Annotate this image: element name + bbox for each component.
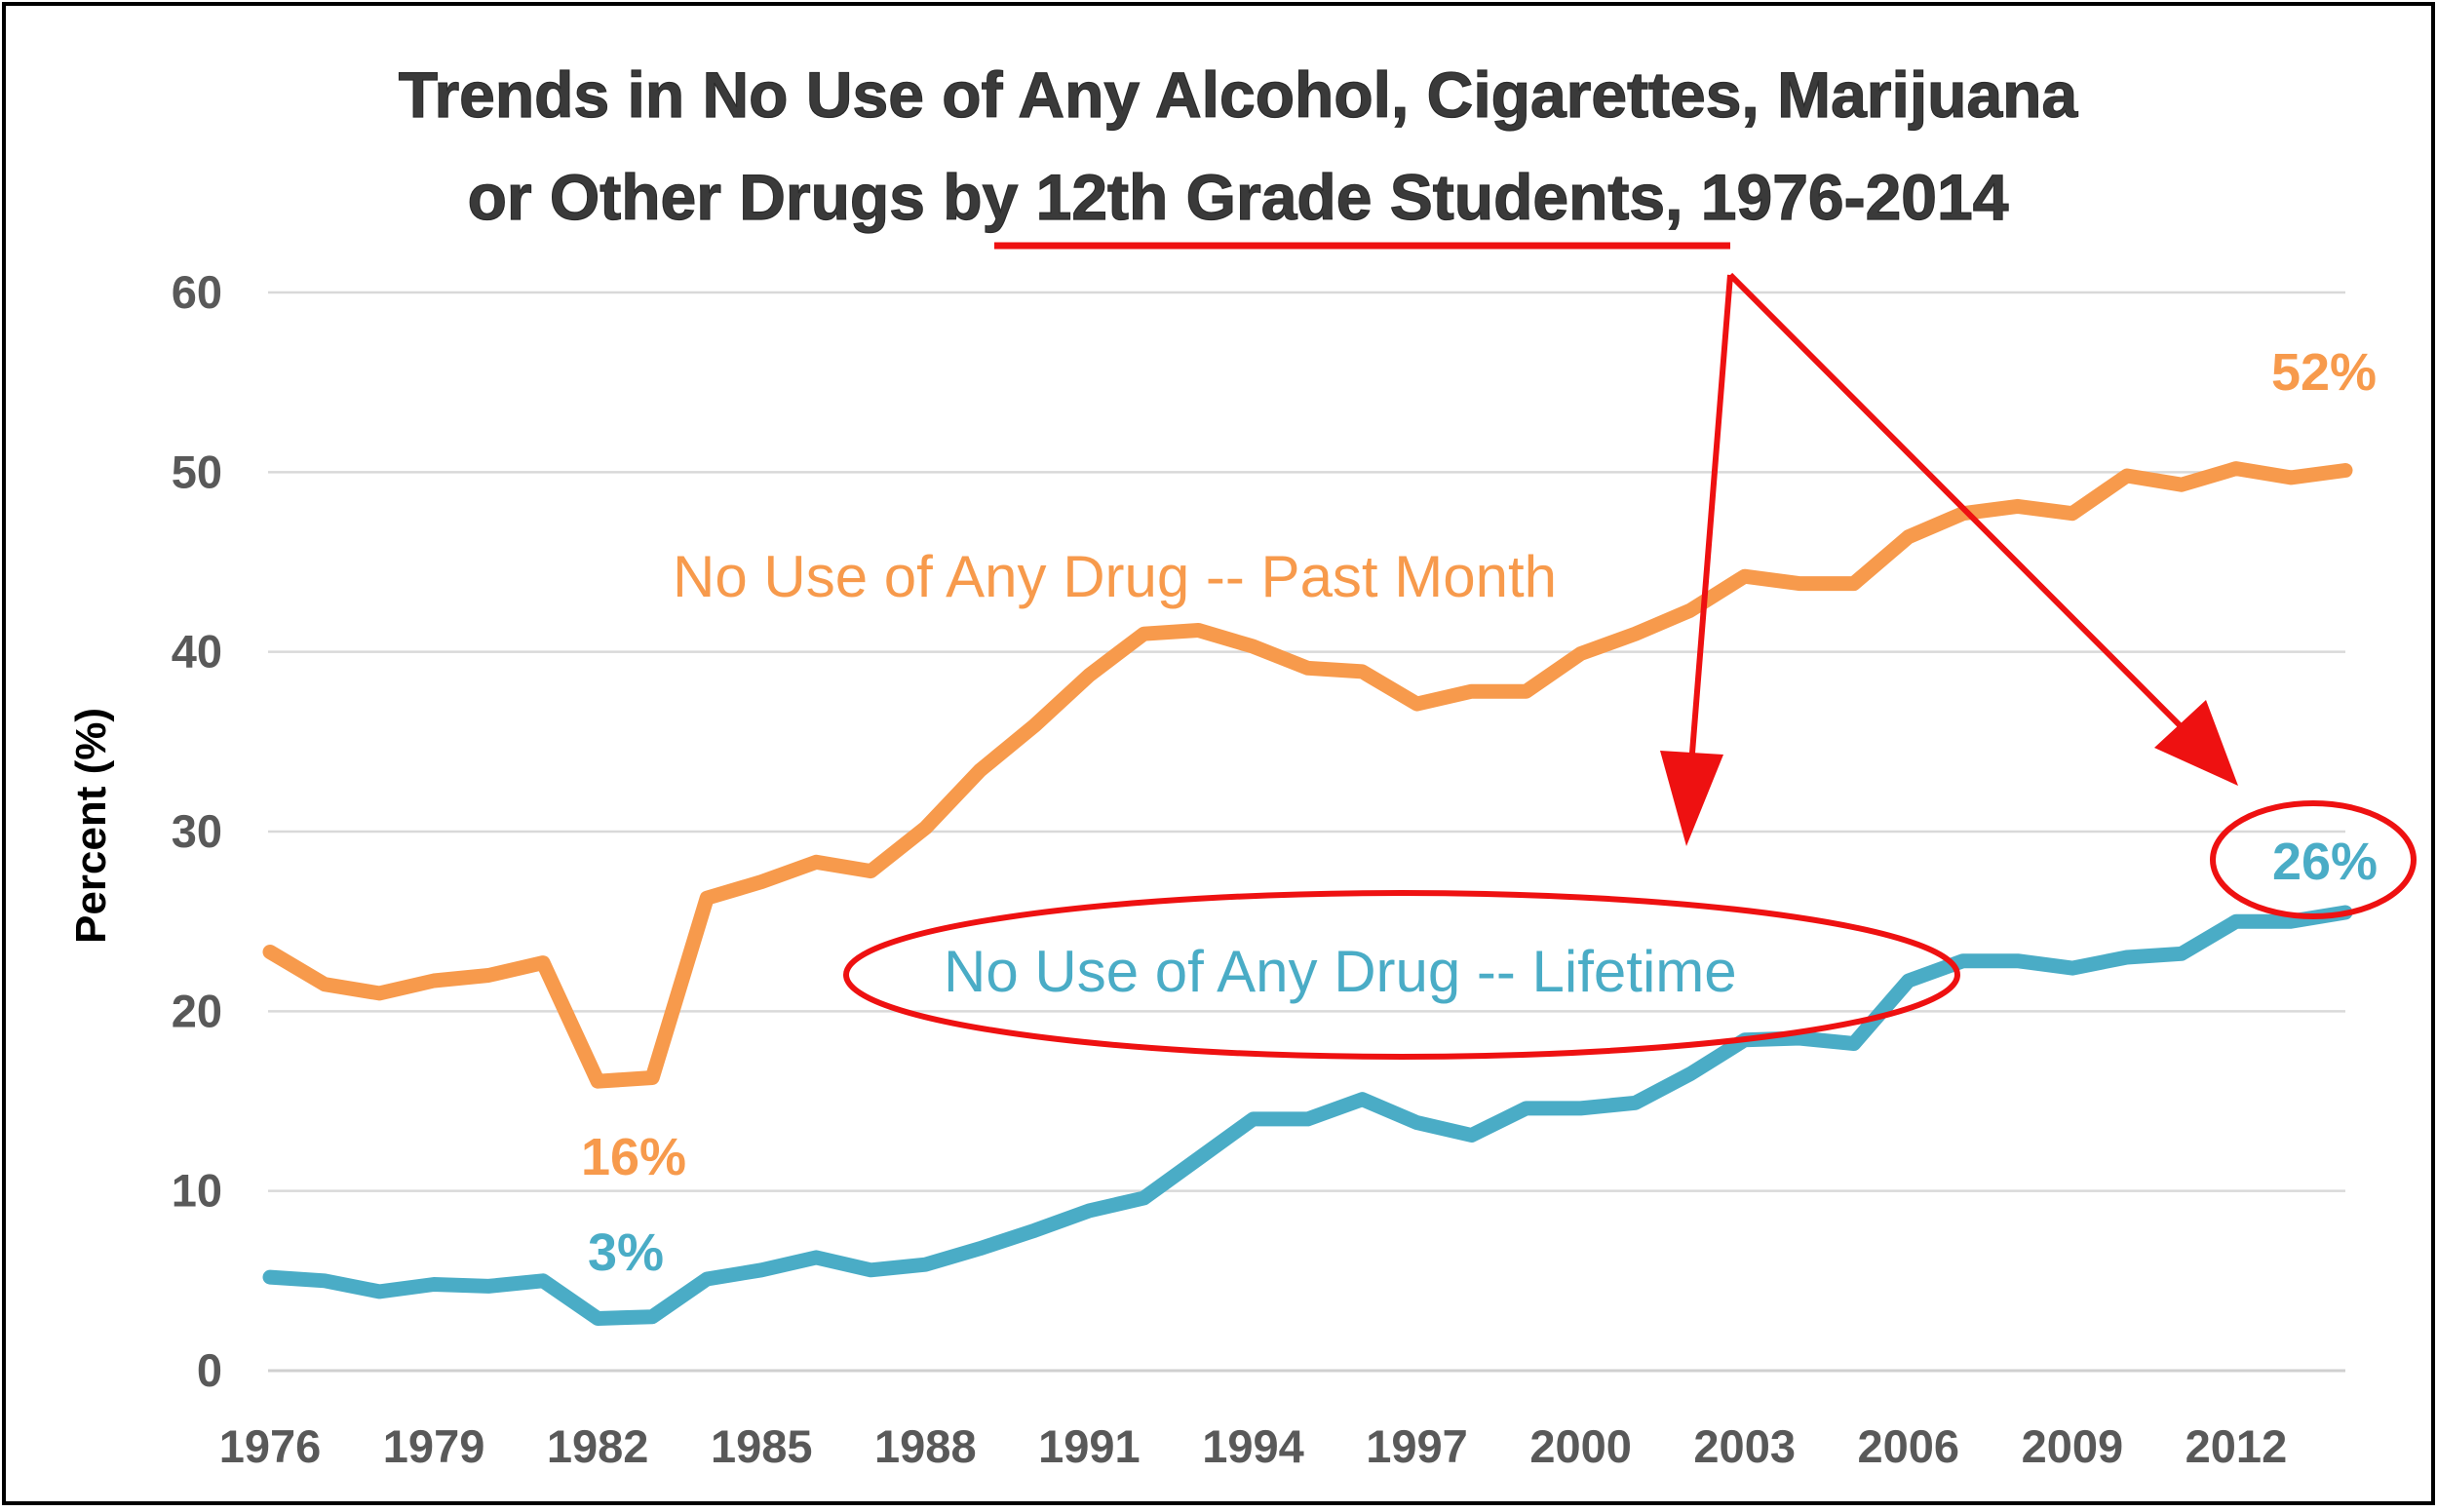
series-label-past-month: No Use of Any Drug -- Past Month: [673, 544, 1557, 609]
x-tick-label: 1994: [1202, 1420, 1304, 1472]
data-label-16-percent: 16%: [581, 1128, 686, 1186]
data-label-26-percent: 26%: [2272, 833, 2378, 891]
series-label-lifetime: No Use of Any Drug -- Lifetime: [944, 939, 1737, 1004]
lifetime-label-circle: [843, 890, 1960, 1060]
title-prefix: or Other Drugs by: [468, 161, 1036, 233]
series-layer: [262, 461, 2353, 1326]
series-line-lifetime: [262, 905, 2353, 1326]
chart-title-line-2: or Other Drugs by 12th Grade Students, 1…: [468, 161, 2009, 233]
y-tick-label: 30: [172, 805, 222, 857]
y-tick-label: 20: [172, 985, 222, 1036]
y-tick-label: 60: [172, 266, 222, 318]
title-highlight: 12th Grade Students,: [1036, 161, 1683, 233]
y-tick-label: 10: [172, 1165, 222, 1217]
x-tick-label: 1988: [874, 1420, 977, 1472]
x-tick-label: 1979: [383, 1420, 485, 1472]
y-tick-label: 40: [172, 626, 222, 678]
chart-title-line-1: Trends in No Use of Any Alcohol, Cigaret…: [399, 58, 2079, 131]
x-tick-label: 1997: [1366, 1420, 1468, 1472]
arrow-to-26-line: [1727, 272, 2208, 754]
series-line-past-month: [262, 461, 2353, 1089]
x-tick-label: 1976: [219, 1420, 322, 1472]
data-label-3-percent: 3%: [588, 1223, 664, 1282]
x-tick-label: 1982: [547, 1420, 649, 1472]
x-tick-label: 1991: [1038, 1420, 1141, 1472]
grid-layer: 0 10 20 30 40 50 60 1976 1979 1982 1985 1988 1991 199…: [172, 266, 2345, 1472]
arrow-to-lifetime-head: [1660, 751, 1723, 846]
x-tick-label: 2000: [1529, 1420, 1632, 1472]
annotation-layer: [843, 242, 2417, 1060]
y-axis-label: Percent (%): [67, 708, 115, 944]
x-tick-label: 2012: [2186, 1420, 2288, 1472]
title-suffix: 1976-2014: [1683, 161, 2008, 233]
data-label-52-percent: 52%: [2271, 343, 2377, 402]
y-tick-label: 0: [197, 1344, 222, 1396]
x-tick-label: 1985: [711, 1420, 813, 1472]
x-tick-label: 2009: [2022, 1420, 2124, 1472]
percent-26-circle: [2210, 800, 2417, 919]
arrow-to-26-head: [2154, 700, 2238, 786]
arrow-to-lifetime-line: [1686, 274, 1733, 791]
y-tick-label: 50: [172, 446, 222, 497]
x-tick-label: 2003: [1693, 1420, 1796, 1472]
x-tick-label: 2006: [1858, 1420, 1960, 1472]
